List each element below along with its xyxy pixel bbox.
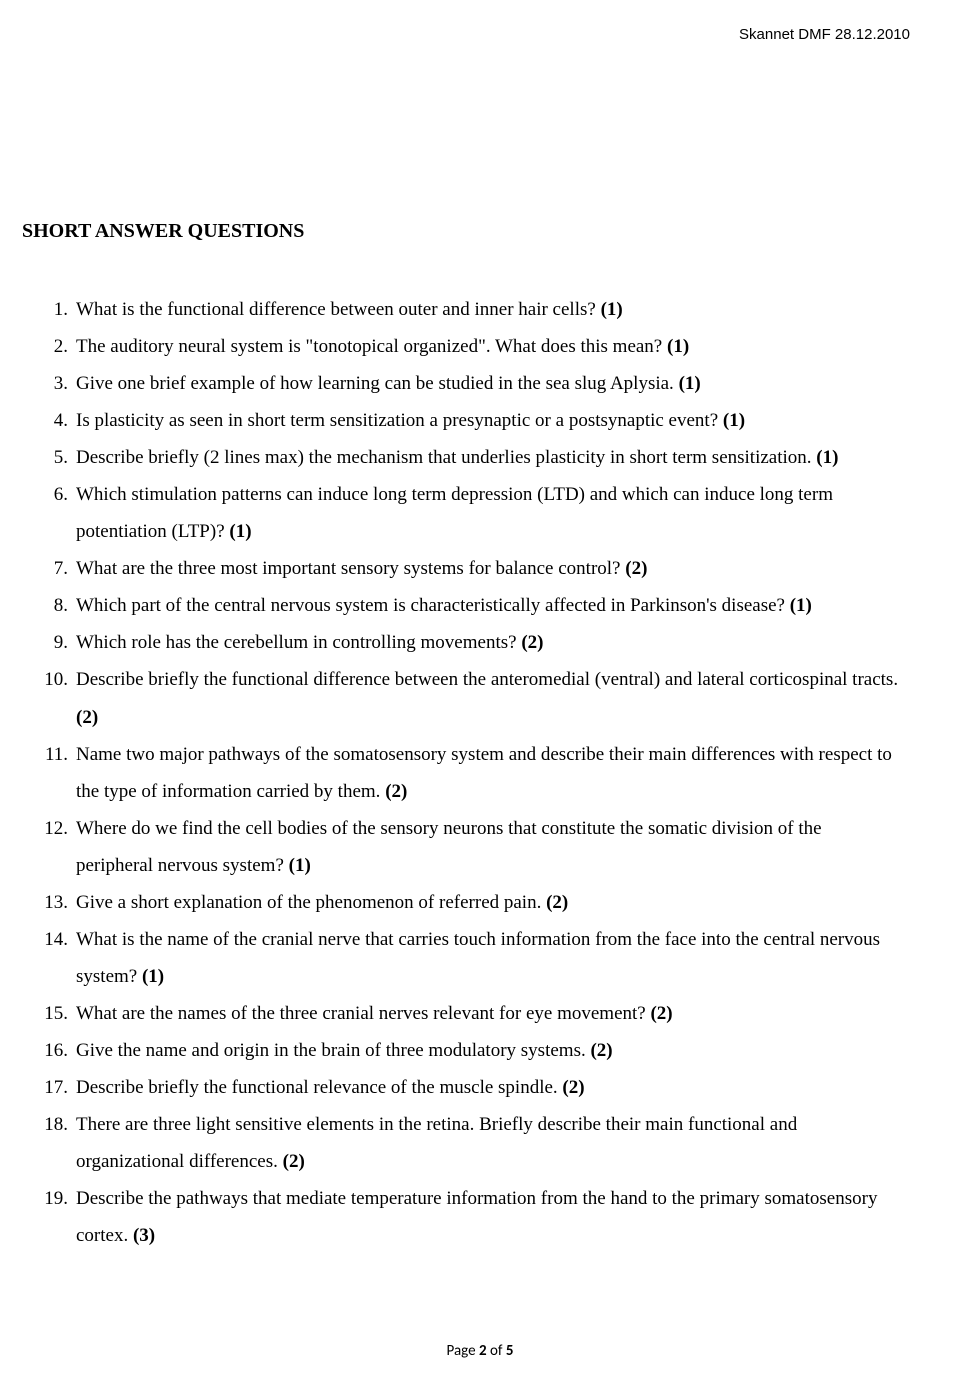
question-item: Describe briefly (2 lines max) the mecha… <box>50 439 900 476</box>
question-text: Describe the pathways that mediate tempe… <box>76 1188 877 1246</box>
question-text: Name two major pathways of the somatosen… <box>76 744 892 802</box>
question-item: Give a short explanation of the phenomen… <box>50 884 900 921</box>
question-points: (1) <box>229 521 251 542</box>
question-item: Give one brief example of how learning c… <box>50 365 900 402</box>
question-points: (2) <box>590 1040 612 1061</box>
question-item: Name two major pathways of the somatosen… <box>50 736 900 810</box>
question-item: What is the name of the cranial nerve th… <box>50 921 900 995</box>
question-points: (1) <box>790 595 812 616</box>
page-current: 2 <box>479 1342 487 1360</box>
page-of-label: of <box>487 1342 506 1360</box>
question-text: Which part of the central nervous system… <box>76 595 790 616</box>
question-points: (1) <box>289 855 311 876</box>
question-points: (1) <box>667 336 689 357</box>
question-text: Give one brief example of how learning c… <box>76 373 679 394</box>
question-points: (1) <box>142 966 164 987</box>
question-item: Describe briefly the functional differen… <box>50 661 900 735</box>
question-points: (1) <box>816 447 838 468</box>
question-points: (2) <box>521 632 543 653</box>
question-points: (2) <box>650 1003 672 1024</box>
question-points: (3) <box>133 1225 155 1246</box>
question-points: (2) <box>546 892 568 913</box>
scan-stamp: Skannet DMF 28.12.2010 <box>739 26 910 43</box>
question-points: (1) <box>723 410 745 431</box>
question-item: Which role has the cerebellum in control… <box>50 624 900 661</box>
question-item: Where do we find the cell bodies of the … <box>50 810 900 884</box>
question-text: Describe briefly the functional differen… <box>76 669 898 690</box>
question-item: What are the three most important sensor… <box>50 550 900 587</box>
question-text: Describe briefly (2 lines max) the mecha… <box>76 447 816 468</box>
section-title: SHORT ANSWER QUESTIONS <box>22 220 900 243</box>
question-item: There are three light sensitive elements… <box>50 1106 900 1180</box>
question-text: Is plasticity as seen in short term sens… <box>76 410 723 431</box>
question-item: What are the names of the three cranial … <box>50 995 900 1032</box>
question-points: (1) <box>679 373 701 394</box>
question-points: (2) <box>283 1151 305 1172</box>
question-item: Which stimulation patterns can induce lo… <box>50 476 900 550</box>
question-item: What is the functional difference betwee… <box>50 291 900 328</box>
page-total: 5 <box>506 1342 514 1360</box>
question-text: Which role has the cerebellum in control… <box>76 632 521 653</box>
question-item: Describe the pathways that mediate tempe… <box>50 1180 900 1254</box>
question-text: The auditory neural system is "tonotopic… <box>76 336 667 357</box>
question-points: (2) <box>385 781 407 802</box>
question-text: Give a short explanation of the phenomen… <box>76 892 546 913</box>
question-text: Give the name and origin in the brain of… <box>76 1040 590 1061</box>
question-points: (1) <box>601 299 623 320</box>
page-content: SHORT ANSWER QUESTIONS What is the funct… <box>22 220 900 1254</box>
question-text: Describe briefly the functional relevanc… <box>76 1077 562 1098</box>
questions-list: What is the functional difference betwee… <box>22 291 900 1254</box>
question-text: What are the three most important sensor… <box>76 558 625 579</box>
page-label: Page <box>447 1342 479 1360</box>
question-item: The auditory neural system is "tonotopic… <box>50 328 900 365</box>
question-item: Which part of the central nervous system… <box>50 587 900 624</box>
question-text: Where do we find the cell bodies of the … <box>76 818 822 876</box>
page-footer: Page 2 of 5 <box>0 1342 960 1360</box>
question-item: Describe briefly the functional relevanc… <box>50 1069 900 1106</box>
question-text: What is the functional difference betwee… <box>76 299 601 320</box>
question-points: (2) <box>625 558 647 579</box>
question-points: (2) <box>76 707 98 728</box>
question-item: Is plasticity as seen in short term sens… <box>50 402 900 439</box>
question-text: Which stimulation patterns can induce lo… <box>76 484 833 542</box>
question-points: (2) <box>562 1077 584 1098</box>
question-text: What is the name of the cranial nerve th… <box>76 929 880 987</box>
question-item: Give the name and origin in the brain of… <box>50 1032 900 1069</box>
question-text: What are the names of the three cranial … <box>76 1003 650 1024</box>
question-text: There are three light sensitive elements… <box>76 1114 797 1172</box>
